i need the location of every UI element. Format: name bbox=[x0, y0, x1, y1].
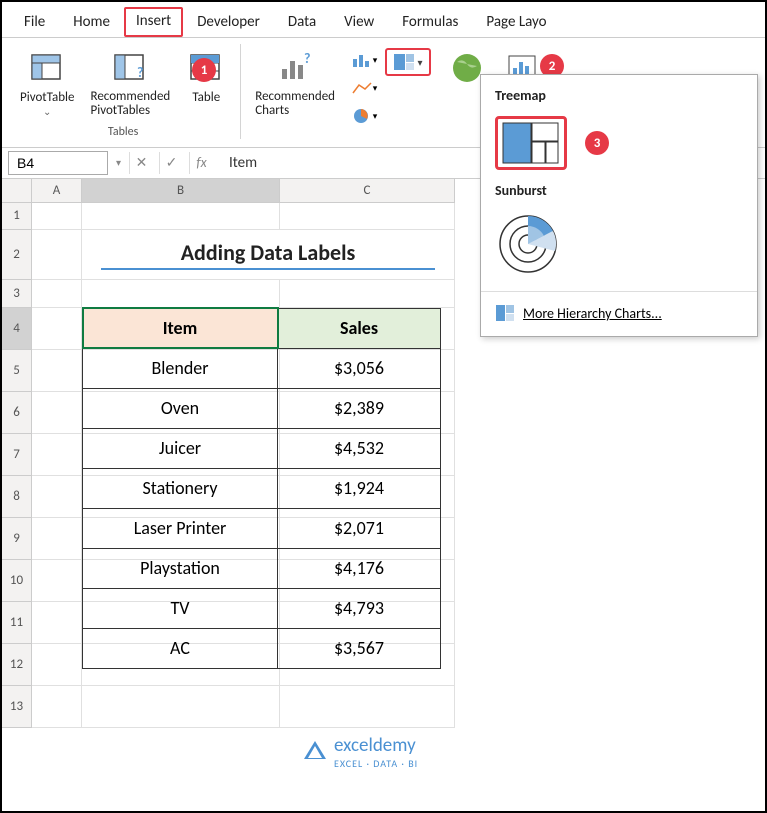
row-header-4[interactable]: 4 bbox=[2, 308, 32, 350]
tab-view[interactable]: View bbox=[330, 7, 388, 37]
column-header-C[interactable]: C bbox=[280, 179, 455, 203]
table-button[interactable]: Table bbox=[180, 44, 232, 123]
cell-item[interactable]: Laser Printer bbox=[83, 508, 278, 548]
watermark-icon bbox=[302, 739, 328, 765]
cell-sales[interactable]: $4,176 bbox=[278, 548, 441, 588]
recommended-charts-button[interactable]: ? Recommended Charts bbox=[249, 44, 341, 128]
more-charts-icon bbox=[495, 304, 515, 322]
pivottable-button[interactable]: PivotTable ⌄ bbox=[14, 44, 81, 123]
cell-item[interactable]: Juicer bbox=[83, 428, 278, 468]
fx-button[interactable]: fx bbox=[189, 152, 213, 174]
svg-text:?: ? bbox=[304, 51, 311, 67]
row-header-1[interactable]: 1 bbox=[2, 203, 32, 230]
recommended-charts-label: Recommended Charts bbox=[255, 90, 335, 119]
title-cell[interactable]: Adding Data Labels bbox=[82, 230, 455, 280]
ribbon-group-charts: ? Recommended Charts ▾ ▾ ▾ ▾ bbox=[241, 44, 439, 139]
tab-data[interactable]: Data bbox=[274, 7, 330, 37]
cell-item[interactable]: Stationery bbox=[83, 468, 278, 508]
select-all-corner[interactable] bbox=[2, 179, 32, 203]
cell-sales[interactable]: $4,532 bbox=[278, 428, 441, 468]
row-header-13[interactable]: 13 bbox=[2, 686, 32, 728]
svg-text:?: ? bbox=[137, 64, 144, 81]
pivottable-icon bbox=[27, 48, 67, 88]
row-header-9[interactable]: 9 bbox=[2, 518, 32, 560]
header-sales[interactable]: Sales bbox=[278, 308, 441, 348]
tab-developer[interactable]: Developer bbox=[183, 7, 274, 37]
cell-sales[interactable]: $2,071 bbox=[278, 508, 441, 548]
row-header-11[interactable]: 11 bbox=[2, 602, 32, 644]
cell-item[interactable]: AC bbox=[83, 628, 278, 668]
cell-item[interactable]: TV bbox=[83, 588, 278, 628]
tab-file[interactable]: File bbox=[10, 7, 59, 37]
recommended-pivot-button[interactable]: ? Recommended PivotTables bbox=[85, 44, 177, 123]
tab-pagelayout[interactable]: Page Layo bbox=[472, 7, 560, 37]
ribbon-tabs: File Home Insert Developer Data View For… bbox=[2, 2, 765, 38]
pie-chart-button[interactable]: ▾ bbox=[349, 104, 379, 128]
cell-item[interactable]: Oven bbox=[83, 388, 278, 428]
row-header-8[interactable]: 8 bbox=[2, 476, 32, 518]
recommended-pivot-icon: ? bbox=[110, 48, 150, 88]
row-header-6[interactable]: 6 bbox=[2, 392, 32, 434]
tab-formulas[interactable]: Formulas bbox=[388, 7, 472, 37]
callout-1: 1 bbox=[192, 58, 216, 82]
callout-3: 3 bbox=[585, 131, 609, 155]
cell-sales[interactable]: $3,567 bbox=[278, 628, 441, 668]
watermark: exceldemy EXCEL · DATA · BI bbox=[302, 734, 418, 770]
data-table: ItemSalesBlender$3,056Oven$2,389Juicer$4… bbox=[82, 308, 441, 669]
cell-sales[interactable]: $1,924 bbox=[278, 468, 441, 508]
column-header-A[interactable]: A bbox=[32, 179, 82, 203]
column-header-B[interactable]: B bbox=[82, 179, 280, 203]
hierarchy-chart-button[interactable]: ▾ bbox=[385, 48, 431, 76]
cell-sales[interactable]: $2,389 bbox=[278, 388, 441, 428]
tables-group-label: Tables bbox=[108, 125, 138, 139]
enter-formula-button[interactable]: ✓ bbox=[159, 152, 183, 174]
cell-item[interactable]: Blender bbox=[83, 348, 278, 388]
sunburst-option[interactable] bbox=[495, 211, 565, 281]
table-label: Table bbox=[192, 90, 220, 105]
tab-insert[interactable]: Insert bbox=[124, 7, 183, 37]
name-box[interactable] bbox=[8, 151, 108, 175]
cell-sales[interactable]: $4,793 bbox=[278, 588, 441, 628]
line-chart-button[interactable]: ▾ bbox=[349, 76, 379, 100]
recommended-pivot-label: Recommended PivotTables bbox=[91, 90, 171, 119]
cancel-formula-button[interactable]: ✕ bbox=[129, 152, 153, 174]
row-header-10[interactable]: 10 bbox=[2, 560, 32, 602]
row-header-12[interactable]: 12 bbox=[2, 644, 32, 686]
row-header-2[interactable]: 2 bbox=[2, 230, 32, 280]
tab-home[interactable]: Home bbox=[59, 7, 124, 37]
header-item[interactable]: Item bbox=[83, 308, 278, 348]
row-header-7[interactable]: 7 bbox=[2, 434, 32, 476]
pivottable-label: PivotTable bbox=[20, 90, 75, 105]
recommended-charts-icon: ? bbox=[275, 48, 315, 88]
hierarchy-chart-dropdown: Treemap 3 Sunburst More Hierarchy Charts… bbox=[480, 74, 758, 337]
treemap-heading: Treemap bbox=[481, 81, 757, 110]
more-hierarchy-charts[interactable]: More Hierarchy Charts... bbox=[481, 296, 757, 330]
row-header-3[interactable]: 3 bbox=[2, 280, 32, 308]
treemap-option[interactable] bbox=[495, 116, 567, 170]
cell-item[interactable]: Playstation bbox=[83, 548, 278, 588]
sunburst-heading: Sunburst bbox=[481, 176, 757, 205]
row-header-5[interactable]: 5 bbox=[2, 350, 32, 392]
cell-sales[interactable]: $3,056 bbox=[278, 348, 441, 388]
column-chart-button[interactable]: ▾ bbox=[349, 48, 379, 72]
